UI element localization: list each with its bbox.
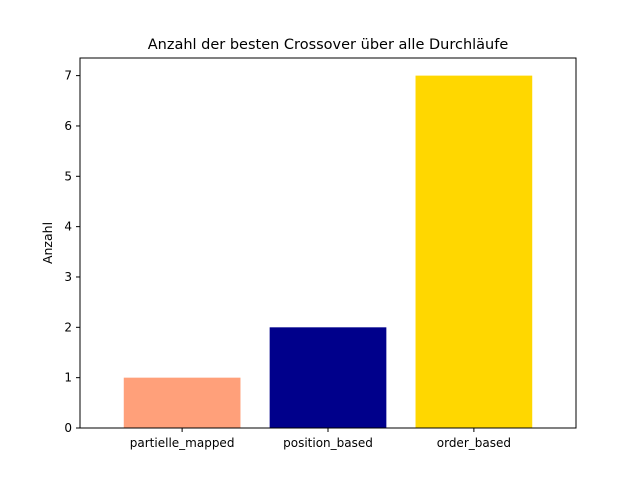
y-axis-label: Anzahl [40, 222, 55, 264]
y-tick-label: 2 [64, 320, 72, 334]
y-tick-label: 3 [64, 270, 72, 284]
y-tick-label: 1 [64, 371, 72, 385]
y-tick-label: 5 [64, 169, 72, 183]
chart-title: Anzahl der besten Crossover über alle Du… [148, 37, 509, 53]
y-axis-ticks: 0 1 2 3 4 5 6 7 [64, 69, 80, 435]
bars-group [123, 75, 533, 428]
y-tick-label: 7 [64, 69, 72, 83]
x-tick-label: order_based [437, 436, 511, 450]
y-tick-label: 4 [64, 220, 72, 234]
plot-frame [79, 57, 577, 429]
x-tick-label: position_based [283, 436, 373, 450]
bar-partielle-mapped [123, 377, 241, 428]
x-tick-label: partielle_mapped [130, 436, 235, 450]
y-tick-label: 0 [64, 421, 72, 435]
x-axis-ticks: partielle_mapped position_based order_base… [130, 428, 511, 450]
bar-order-based [415, 75, 533, 428]
bar-position-based [269, 327, 387, 428]
y-tick-label: 6 [64, 119, 72, 133]
